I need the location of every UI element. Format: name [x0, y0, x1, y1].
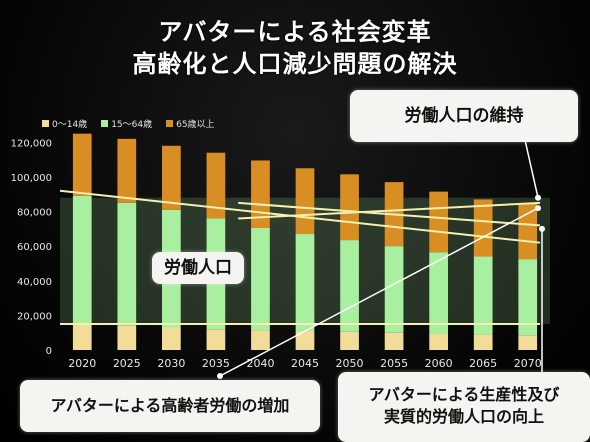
legend-item-age-15-64: 15～64歳	[101, 117, 152, 130]
x-tick-label: 2040	[246, 357, 274, 370]
x-tick-label: 2025	[113, 357, 141, 370]
bar-age-0-14	[162, 327, 181, 350]
bar-age-15-64	[340, 240, 359, 332]
x-tick-label: 2045	[291, 357, 319, 370]
x-tick-label: 2020	[68, 357, 96, 370]
callout-productivity-line1: アバターによる生産性及び	[368, 385, 560, 404]
bar-age-65-plus	[206, 152, 226, 219]
bar-age-15-64	[117, 202, 137, 326]
bar-age-65-plus	[518, 203, 538, 260]
legend-swatch-age-65-plus	[166, 120, 174, 127]
callout-workforce-label: 労働人口	[152, 252, 244, 284]
connector-elderly	[219, 207, 539, 377]
bar-age-65-plus	[295, 168, 315, 235]
bar-age-0-14	[429, 333, 448, 350]
bar-age-0-14	[384, 332, 404, 350]
trend-line-workforce-decline	[59, 189, 541, 244]
legend-item-age-0-14: 0～14歳	[42, 117, 87, 130]
bar-age-65-plus	[340, 174, 359, 241]
bar-age-15-64	[72, 195, 92, 325]
bar-age-0-14	[206, 329, 226, 350]
legend-label-age-0-14: 0～14歳	[52, 120, 88, 130]
bar-age-15-64	[518, 259, 538, 336]
y-tick-label: 100,000	[11, 173, 52, 184]
y-tick-label: 0	[46, 346, 52, 357]
legend-swatch-age-0-14	[42, 120, 49, 127]
callout-maintain-workforce: 労働人口の維持	[350, 90, 578, 142]
y-tick-label: 40,000	[17, 277, 52, 288]
callout-productivity: アバターによる生産性及び 実質的労働人口の向上	[338, 372, 590, 442]
x-tick-label: 2070	[514, 357, 542, 370]
connector-maintain	[524, 139, 539, 198]
legend-label-age-65-plus: 65歳以上	[176, 120, 215, 130]
chart-legend: 0～14歳 15～64歳 65歳以上	[42, 117, 215, 130]
bar-age-0-14	[251, 330, 270, 350]
x-tick-label: 2030	[157, 357, 185, 370]
x-tick-label: 2065	[469, 357, 497, 370]
legend-item-age-65-plus: 65歳以上	[166, 117, 215, 130]
legend-swatch-age-15-64	[101, 120, 109, 127]
y-tick-label: 80,000	[17, 208, 52, 219]
connector-dot-elderly	[535, 205, 541, 212]
callout-elderly-labor: アバターによる高齢者労働の増加	[20, 380, 320, 432]
bar-age-0-14	[295, 330, 315, 350]
bar-age-65-plus	[72, 133, 92, 196]
bar-age-0-14	[473, 334, 493, 350]
callout-productivity-line2: 実質的労働人口の向上	[383, 407, 544, 426]
bar-age-0-14	[117, 325, 137, 350]
x-tick-label: 2055	[380, 357, 408, 370]
bar-age-65-plus	[473, 199, 493, 257]
bar-age-65-plus	[162, 145, 181, 210]
bar-age-15-64	[473, 256, 493, 335]
legend-label-age-15-64: 15～64歳	[111, 120, 153, 130]
x-tick-label: 2060	[425, 357, 453, 370]
x-tick-label: 2035	[202, 357, 230, 370]
slide-title: アバターによる社会変革	[158, 18, 432, 46]
bar-age-15-64	[251, 227, 270, 331]
slide-subtitle: 高齢化と人口減少問題の解決	[132, 50, 458, 78]
bar-age-15-64	[429, 252, 448, 334]
bar-age-0-14	[340, 331, 359, 350]
bar-age-0-14	[518, 335, 538, 350]
connector-dot-maintain	[535, 194, 541, 201]
connector-dot-productivity	[539, 225, 545, 232]
y-tick-label: 20,000	[17, 311, 52, 322]
trend-line-elderly-labor	[238, 201, 541, 220]
connector-dot-elderly-start	[217, 373, 223, 379]
y-tick-label: 120,000	[11, 138, 52, 149]
bar-age-15-64	[295, 234, 315, 331]
bar-age-65-plus	[117, 138, 137, 203]
x-tick-label: 2050	[336, 357, 364, 370]
bar-age-65-plus	[429, 191, 448, 253]
y-tick-label: 60,000	[17, 242, 52, 253]
bar-age-15-64	[384, 246, 404, 333]
trend-line-workforce-with-avatar	[238, 201, 541, 227]
bar-age-0-14	[72, 324, 92, 350]
